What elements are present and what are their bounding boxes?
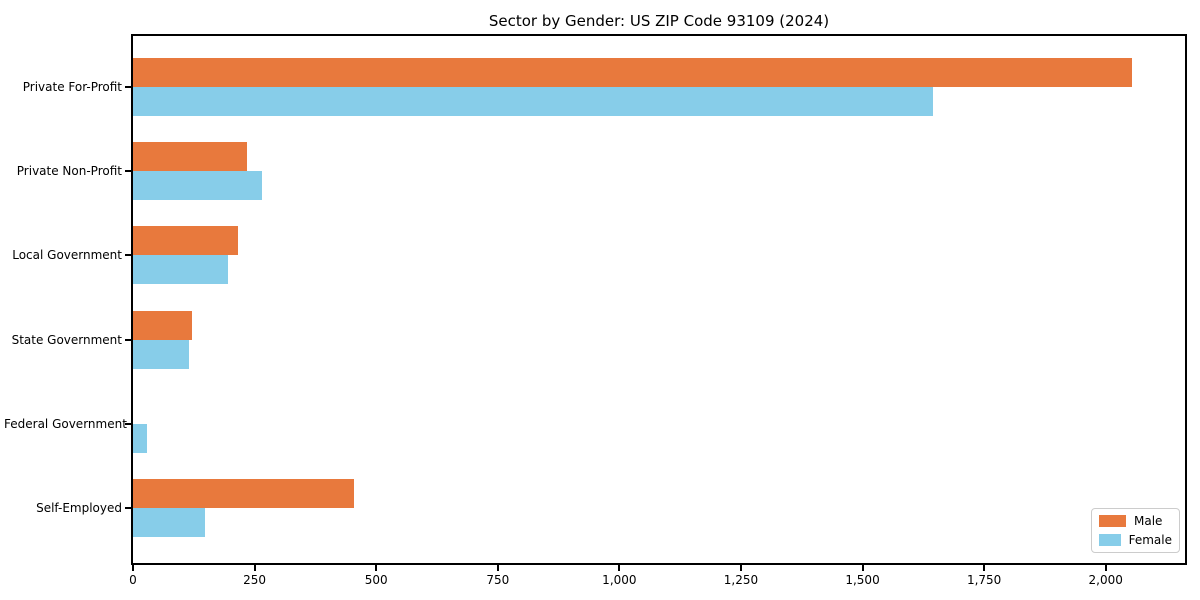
x-tick-label: 500 bbox=[364, 573, 388, 587]
bar-male-self-employed bbox=[133, 479, 355, 508]
y-tick-label-local-government: Local Government bbox=[12, 248, 122, 263]
y-tick-label-state-government: State Government bbox=[11, 332, 122, 347]
y-tick-mark bbox=[125, 338, 131, 341]
y-tick-mark bbox=[125, 86, 131, 88]
y-tick-mark bbox=[125, 254, 131, 257]
x-tick-label: 750 bbox=[486, 573, 510, 587]
bar-female-self-employed bbox=[133, 508, 205, 537]
x-tick-mark bbox=[375, 565, 378, 571]
x-tick-mark bbox=[253, 565, 256, 571]
y-tick-label-federal-government: Federal Government bbox=[4, 416, 127, 431]
legend-label-female: Female bbox=[1128, 533, 1172, 547]
bar-female-federal-government bbox=[133, 423, 147, 453]
x-tick-label: 250 bbox=[243, 573, 267, 587]
y-tick-mark bbox=[125, 422, 131, 425]
y-tick-mark bbox=[125, 507, 131, 509]
x-tick-mark bbox=[496, 565, 499, 571]
x-tick-mark bbox=[1104, 565, 1107, 571]
x-tick-label: 0 bbox=[129, 573, 137, 587]
bar-female-state-government bbox=[133, 339, 189, 369]
plot-area bbox=[131, 34, 1187, 565]
x-tick-mark bbox=[739, 565, 742, 571]
legend-item-male: Male bbox=[1099, 514, 1172, 528]
bar-male-state-government bbox=[133, 310, 193, 340]
chart-title: Sector by Gender: US ZIP Code 93109 (202… bbox=[488, 12, 830, 30]
female-swatch-icon bbox=[1099, 534, 1121, 546]
y-tick-label-private-non-profit: Private Non-Profit bbox=[16, 164, 122, 179]
bar-female-private-for-profit bbox=[133, 87, 934, 116]
legend-label-male: Male bbox=[1134, 514, 1163, 528]
x-tick-label: 2,000 bbox=[1088, 573, 1123, 587]
bar-male-private-non-profit bbox=[133, 142, 248, 172]
bar-female-private-non-profit bbox=[133, 171, 262, 201]
x-tick-mark bbox=[861, 565, 864, 571]
male-swatch-icon bbox=[1099, 515, 1126, 527]
y-tick-label-private-for-profit: Private For-Profit bbox=[22, 80, 122, 94]
x-tick-mark bbox=[618, 565, 621, 571]
x-tick-mark bbox=[983, 565, 986, 571]
legend: Male Female bbox=[1091, 508, 1180, 553]
legend-item-female: Female bbox=[1099, 533, 1172, 547]
y-tick-mark bbox=[125, 170, 131, 173]
x-tick-label: 1,500 bbox=[845, 573, 880, 587]
bar-female-local-government bbox=[133, 255, 228, 285]
bar-male-local-government bbox=[133, 226, 238, 256]
x-tick-label: 1,250 bbox=[723, 573, 759, 587]
y-tick-label-self-employed: Self-Employed bbox=[36, 501, 122, 515]
x-tick-mark bbox=[132, 565, 134, 571]
x-tick-label: 1,750 bbox=[966, 573, 1002, 587]
bar-male-private-for-profit bbox=[133, 58, 1133, 87]
x-tick-label: 1,000 bbox=[602, 573, 637, 587]
